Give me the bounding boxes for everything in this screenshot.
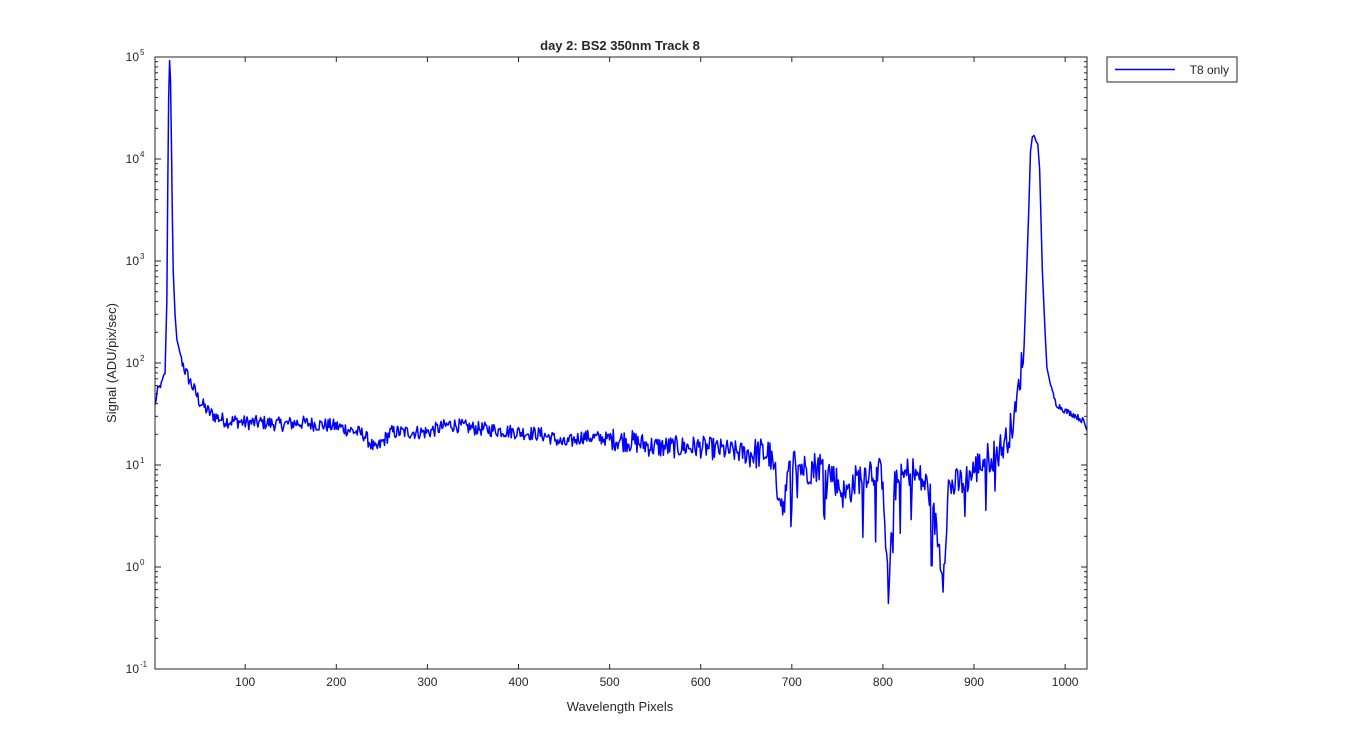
x-tick-label: 200 (326, 675, 346, 689)
y-tick-exponent: 3 (140, 252, 145, 261)
x-tick-label: 100 (235, 675, 255, 689)
y-tick-exponent: 5 (140, 48, 145, 57)
y-tick-label: 10 (126, 662, 140, 676)
x-axis-title: Wavelength Pixels (567, 699, 674, 714)
x-tick-label: 300 (417, 675, 437, 689)
x-tick-label: 900 (964, 675, 984, 689)
y-tick-label: 10 (126, 458, 140, 472)
y-tick-exponent: 1 (140, 456, 145, 465)
series-line-t8-only (155, 61, 1087, 604)
y-tick-exponent: 4 (140, 150, 145, 159)
y-tick-exponent: 0 (140, 558, 145, 567)
x-tick-label: 1000 (1052, 675, 1079, 689)
y-tick-exponent: -1 (140, 660, 148, 669)
y-tick-label: 10 (126, 254, 140, 268)
axes-box (155, 57, 1087, 669)
x-tick-label: 800 (873, 675, 893, 689)
y-tick-exponent: 2 (140, 354, 145, 363)
y-tick-label: 10 (126, 356, 140, 370)
x-tick-label: 600 (691, 675, 711, 689)
y-tick-label: 10 (126, 560, 140, 574)
legend-label-t8-only: T8 only (1190, 63, 1229, 77)
y-tick-label: 10 (126, 152, 140, 166)
y-axis-title: Signal (ADU/pix/sec) (104, 303, 119, 423)
x-tick-label: 400 (508, 675, 528, 689)
plot-area (155, 61, 1087, 604)
x-tick-label: 700 (782, 675, 802, 689)
x-tick-label: 500 (600, 675, 620, 689)
legend: T8 only (1107, 57, 1237, 82)
y-tick-label: 10 (126, 50, 140, 64)
x-axis-ticks: 100 200 300 400 500 600 700 800 900 1000 (235, 57, 1079, 689)
chart-title: day 2: BS2 350nm Track 8 (540, 38, 700, 53)
